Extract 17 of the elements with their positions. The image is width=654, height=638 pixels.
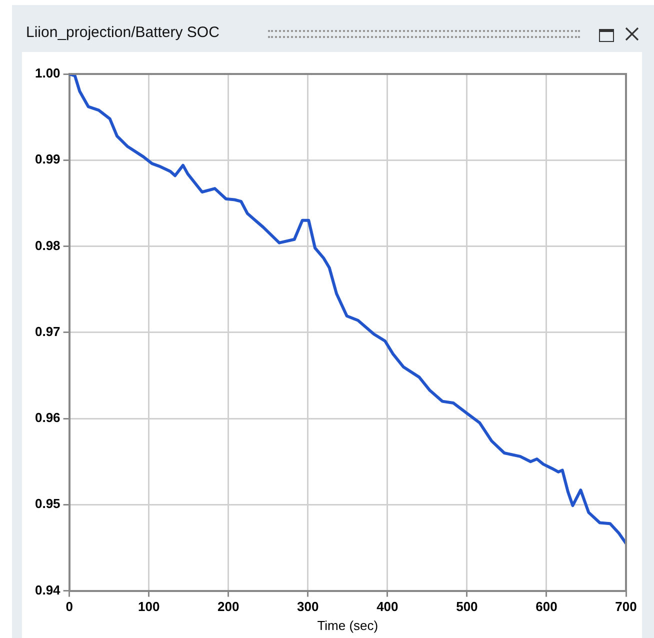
x-tick-label: 300: [297, 599, 319, 614]
x-tick-label: 600: [536, 599, 558, 614]
x-tick-label: 700: [615, 599, 637, 614]
x-tick-label: 200: [218, 599, 240, 614]
x-axis-title: Time (sec): [317, 618, 378, 633]
y-tick-label: 0.98: [34, 238, 60, 253]
y-tick-label: 0.97: [34, 324, 60, 339]
x-tick-label: 0: [66, 599, 73, 614]
y-tick-label: 1.00: [34, 66, 60, 81]
chart-title: Liion_projection/Battery SOC: [26, 24, 220, 41]
y-tick-label: 0.94: [34, 582, 62, 598]
y-tick-label: 0.95: [34, 496, 60, 512]
y-tick-label: 0.99: [34, 152, 60, 167]
y-tick-label: 0.96: [34, 410, 60, 426]
x-tick-label: 500: [456, 599, 478, 614]
x-tick-label: 100: [138, 599, 160, 614]
x-tick-label: 400: [376, 599, 398, 614]
